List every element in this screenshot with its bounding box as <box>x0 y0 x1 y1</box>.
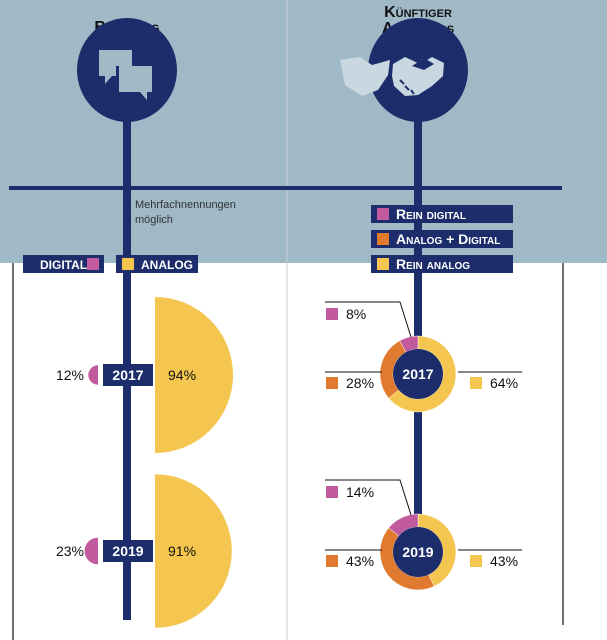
speech-bubbles-icon <box>99 50 152 100</box>
leader-line-digital <box>325 301 412 338</box>
legend-analog-swatch <box>122 258 134 270</box>
analog-swatch <box>470 555 482 567</box>
analog-semicircle-2019 <box>155 474 232 628</box>
legend-digital: DIGITAL <box>23 255 104 273</box>
analog-value-label: 94% <box>168 367 196 383</box>
left-chart: 2017 94% 12% 2019 91% 23% <box>56 296 234 628</box>
donut-center-2019 <box>393 527 443 577</box>
analog-value-label: 64% <box>490 375 518 391</box>
mixed-swatch <box>326 377 338 389</box>
legend-swatch-2 <box>377 258 389 270</box>
year-label: 2017 <box>402 366 433 382</box>
year-label: 2019 <box>112 543 143 559</box>
donut-center-2017 <box>393 349 443 399</box>
legend-swatch-0 <box>377 208 389 220</box>
digital-swatch <box>326 486 338 498</box>
note-line-1: Mehrfachnennungen <box>135 199 236 211</box>
mixed-value-label: 43% <box>346 553 374 569</box>
year-box-2017 <box>103 364 153 386</box>
analog-semicircle-2017 <box>155 296 234 454</box>
legend-analog-label: ANALOG <box>141 258 193 272</box>
legend-label-0: Rein digital <box>396 206 466 222</box>
analog-value-label: 43% <box>490 553 518 569</box>
year-label: 2019 <box>402 544 433 560</box>
year-box-2019 <box>103 540 153 562</box>
year-label: 2017 <box>112 367 143 383</box>
digital-value-label: 23% <box>56 543 84 559</box>
legend-digital-label: DIGITAL <box>40 258 87 272</box>
note-line-2: möglich <box>135 214 173 226</box>
analog-swatch <box>470 377 482 389</box>
legend-label-2: Rein analog <box>396 256 470 272</box>
mixed-value-label: 28% <box>346 375 374 391</box>
horizontal-axis-line <box>9 186 562 190</box>
digital-value-label: 12% <box>56 367 84 383</box>
legend-box-0 <box>371 205 513 223</box>
digital-value-label: 14% <box>346 484 374 500</box>
right-title-line-1: Künftiger <box>384 4 452 21</box>
digital-semicircle-2019 <box>84 537 98 565</box>
legend-label-1: Analog + Digital <box>396 231 500 247</box>
right-legend: Rein digital Analog + Digital Rein analog <box>371 205 513 273</box>
leader-line-digital <box>325 479 412 516</box>
handshake-icon <box>392 57 444 96</box>
legend-digital-swatch <box>87 258 99 270</box>
digital-value-label: 8% <box>346 306 366 322</box>
right-stem <box>414 100 422 530</box>
legend-swatch-1 <box>377 233 389 245</box>
right-chart: 2017 8% 28% 64% 2019 14% 43% 43% <box>325 301 522 591</box>
analog-value-label: 91% <box>168 543 196 559</box>
mixed-swatch <box>326 555 338 567</box>
digital-semicircle-2017 <box>88 365 98 385</box>
legend-box-1 <box>371 230 513 248</box>
left-stem <box>123 100 131 620</box>
legend-box-2 <box>371 255 513 273</box>
legend-analog: ANALOG <box>116 255 198 273</box>
digital-swatch <box>326 308 338 320</box>
